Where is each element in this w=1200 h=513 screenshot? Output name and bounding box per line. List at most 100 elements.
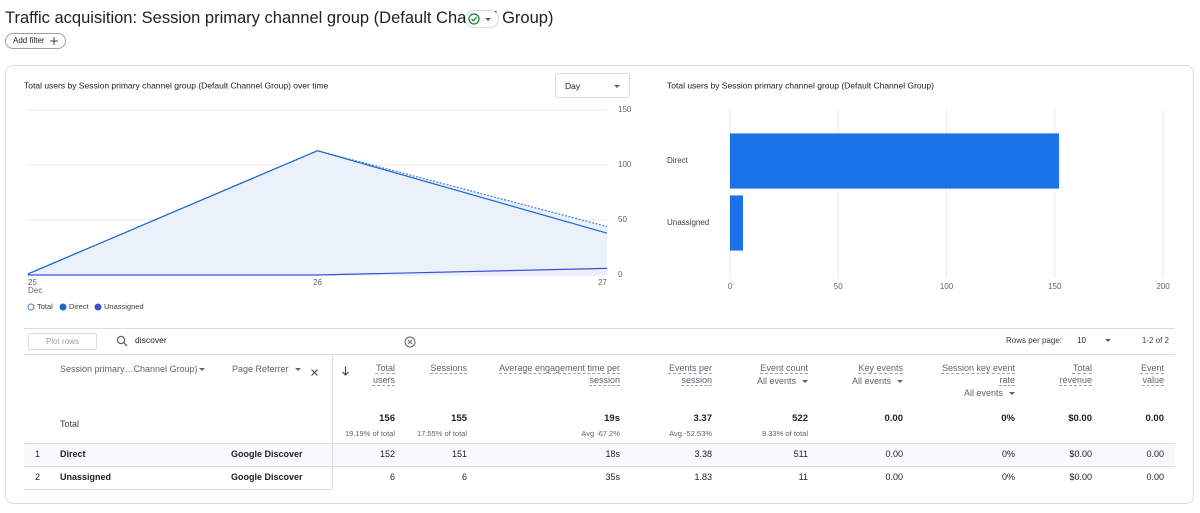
total-value: 156 — [379, 413, 395, 424]
category-label: Unassigned — [667, 218, 709, 227]
table-cell: 35s — [605, 472, 620, 482]
search-input[interactable]: discover — [135, 335, 167, 345]
dimension-name: Session primary…Channel Group) — [60, 364, 198, 374]
chart-title: Total users by Session primary channel g… — [24, 80, 329, 90]
metric-header[interactable]: Session key event rate All events — [933, 362, 1015, 399]
table-cell: 1 — [35, 449, 41, 459]
plus-icon — [49, 36, 58, 45]
x-tick-label: 27 — [598, 278, 607, 287]
table-cell: 0.00 — [885, 472, 903, 482]
total-note: 19.19% of total — [344, 429, 395, 438]
total-value: 155 — [451, 413, 467, 424]
metric-name: Key events — [858, 363, 903, 373]
close-glyph — [311, 369, 318, 376]
legend-label: Direct — [69, 302, 90, 311]
y-tick-label: 0 — [618, 270, 623, 279]
metric-header[interactable]: Total users — [355, 362, 395, 386]
total-note: Avg -52.53% — [669, 429, 712, 438]
total-value: 0.00 — [1145, 413, 1165, 424]
legend-marker — [59, 303, 67, 311]
series-area — [28, 150, 607, 275]
total-value: 0% — [1001, 413, 1015, 424]
table-cell: Google Discover — [231, 472, 303, 482]
add-filter-label: Add filter — [13, 36, 45, 45]
metric-filter[interactable]: All events — [738, 375, 808, 387]
arrow-glyph — [342, 366, 349, 376]
total-note: Avg -67.2% — [581, 429, 620, 438]
table-cell: Google Discover — [231, 449, 303, 459]
total-note: 17.55% of total — [416, 429, 467, 438]
metric-name: Average engagement time per session — [499, 363, 620, 385]
metric-name: Total revenue — [1059, 363, 1092, 385]
table-cell: 1.83 — [694, 472, 712, 482]
plot-rows-button[interactable]: Plot rows — [28, 333, 97, 350]
header-line — [24, 354, 1175, 355]
search-glyph — [116, 335, 128, 347]
metric-name: Session key event rate — [941, 363, 1015, 385]
y-tick-label: 100 — [618, 160, 632, 169]
charts: Total users by Session primary channel g… — [24, 80, 1170, 311]
x-tick-label: 100 — [940, 282, 954, 291]
table-cell: 0% — [1001, 472, 1015, 482]
series-line — [27, 150, 608, 275]
bar — [730, 133, 1060, 189]
table-cell: 152 — [379, 449, 395, 459]
metric-header[interactable]: Events per session — [660, 362, 712, 386]
series-line — [28, 267, 608, 276]
caret — [198, 368, 205, 372]
chart-title: Total users by Session primary channel g… — [667, 80, 934, 90]
remove-dimension[interactable] — [310, 364, 319, 376]
rows-per-page-select[interactable]: 10 — [1077, 336, 1115, 345]
x-tick-label: 0 — [728, 282, 733, 291]
x-tick-label: 150 — [1048, 282, 1062, 291]
metric-name: Events per session — [668, 363, 712, 385]
total-value: 19s — [604, 413, 620, 424]
metric-header[interactable]: Event count All events — [738, 362, 808, 387]
rows-per-page-value: 10 — [1077, 336, 1086, 345]
metric-header[interactable]: Event value — [1134, 362, 1164, 386]
toolbar-line — [24, 328, 1175, 329]
add-filter-button[interactable]: Add filter — [5, 33, 66, 49]
caret — [294, 368, 301, 372]
caret — [802, 380, 808, 384]
interval-dropdown[interactable]: Day — [555, 73, 630, 98]
table-cell: 6 — [389, 472, 395, 482]
table-cell: $0.00 — [1069, 449, 1092, 459]
metric-header[interactable]: Sessions — [407, 362, 467, 374]
x-tick-label: 50 — [834, 282, 843, 291]
row-line — [24, 466, 1175, 467]
metric-filter[interactable]: All events — [833, 375, 903, 387]
clear-glyph — [404, 336, 416, 348]
dimension-header[interactable]: Session primary…Channel Group) — [60, 364, 205, 374]
total-value: 0.00 — [884, 413, 904, 424]
table-cell: 18s — [605, 449, 620, 459]
metric-name: Event count — [760, 363, 808, 373]
metric-name: Sessions — [430, 363, 467, 373]
total-label: Total — [60, 419, 80, 429]
table-cell: 0.00 — [885, 449, 903, 459]
metric-filter[interactable]: All events — [933, 387, 1015, 399]
x-tick-label: 26 — [313, 278, 322, 287]
total-value: 3.37 — [693, 413, 713, 424]
interval-value: Day — [565, 81, 581, 91]
status-pill[interactable] — [465, 10, 499, 28]
caret — [1104, 339, 1111, 343]
metric-name: Total users — [372, 363, 395, 385]
x-tick-sublabel: Dec — [28, 286, 42, 295]
table-cell: 3.38 — [694, 449, 712, 459]
table-cell: 2 — [35, 472, 41, 482]
clear-search[interactable] — [404, 335, 416, 348]
row-line — [24, 443, 1175, 444]
table-cell: 0% — [1001, 449, 1015, 459]
dimension-header[interactable]: Page Referrer — [232, 364, 301, 374]
category-label: Direct — [667, 156, 689, 165]
legend-marker — [94, 303, 102, 311]
rows-per-page-label: Rows per page: — [1005, 336, 1062, 345]
metric-filter-label: All events — [851, 376, 891, 386]
metric-header[interactable]: Average engagement time per session — [490, 362, 620, 386]
metric-header[interactable]: Total revenue — [1052, 362, 1092, 386]
metric-filter-label: All events — [756, 376, 796, 386]
metric-header[interactable]: Key events All events — [833, 362, 903, 387]
